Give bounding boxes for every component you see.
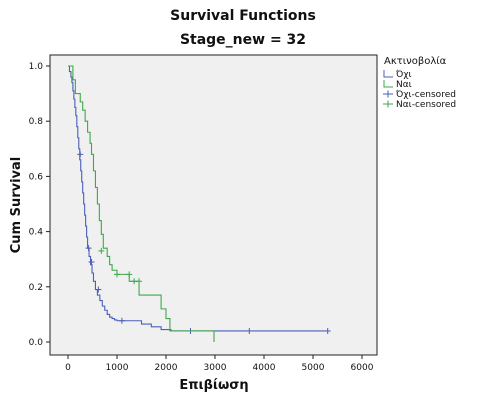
legend-swatch-censored bbox=[383, 90, 393, 98]
x-tick-label: 4000 bbox=[253, 363, 276, 373]
legend-swatch-line bbox=[383, 70, 393, 78]
legend-label: Όχι-censored bbox=[395, 89, 456, 100]
x-tick-label: 0 bbox=[65, 363, 71, 373]
censored-mark bbox=[77, 151, 84, 158]
chart-title: Survival Functions bbox=[170, 8, 316, 24]
series-line-ochi bbox=[68, 65, 328, 332]
legend-label: Ναι-censored bbox=[396, 100, 456, 110]
y-tick-label: 0.4 bbox=[29, 228, 44, 238]
legend-label: Ναι bbox=[396, 80, 412, 90]
y-tick-label: 1.0 bbox=[29, 62, 44, 72]
y-axis-label: Cum Survival bbox=[9, 157, 24, 254]
censored-mark bbox=[88, 258, 95, 265]
y-tick-label: 0.6 bbox=[29, 172, 44, 182]
y-tick-label: 0.0 bbox=[29, 338, 44, 348]
legend-title: Ακτινοβολία bbox=[384, 55, 447, 67]
x-tick-label: 5000 bbox=[302, 363, 325, 373]
censored-mark bbox=[98, 247, 105, 254]
censored-mark bbox=[324, 327, 331, 334]
plot-area bbox=[49, 54, 378, 356]
y-tick-label: 0.8 bbox=[29, 117, 44, 127]
censored-mark bbox=[85, 245, 92, 252]
y-tick-label: 0.2 bbox=[29, 283, 43, 293]
censored-mark bbox=[136, 278, 143, 285]
chart-subtitle: Stage_new = 32 bbox=[179, 32, 307, 48]
x-tick-label: 2000 bbox=[155, 363, 178, 373]
censored-mark bbox=[114, 271, 120, 278]
legend-label: Όχι bbox=[395, 69, 412, 80]
censored-mark bbox=[246, 327, 253, 334]
censored-mark bbox=[118, 317, 125, 324]
x-tick-label: 6000 bbox=[351, 363, 374, 373]
censored-mark bbox=[126, 271, 133, 278]
x-tick-label: 3000 bbox=[204, 363, 227, 373]
series-line-nai bbox=[68, 65, 215, 342]
legend-swatch-censored bbox=[383, 100, 393, 108]
x-axis-label: Επιβίωση bbox=[179, 378, 248, 393]
legend-swatch-line bbox=[383, 80, 393, 88]
censored-mark bbox=[95, 286, 102, 293]
x-tick-label: 1000 bbox=[106, 363, 129, 373]
